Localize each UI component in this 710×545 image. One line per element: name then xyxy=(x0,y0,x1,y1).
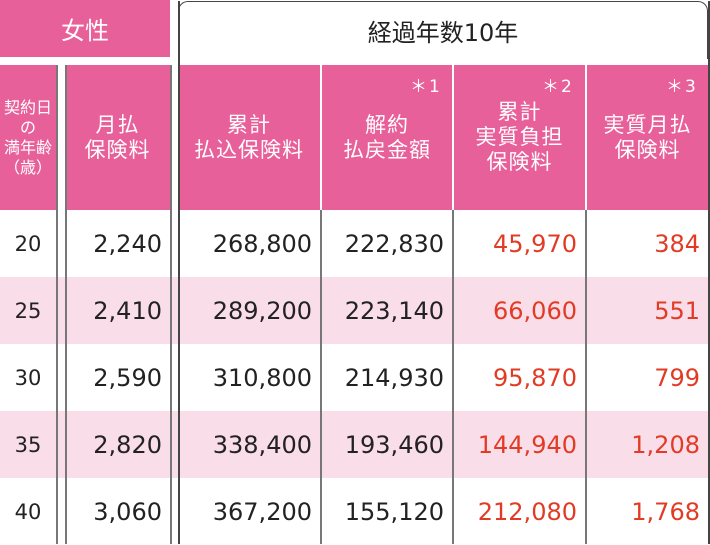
column-divider xyxy=(170,65,172,544)
monthly-header-line2: 保険料 xyxy=(84,137,151,162)
column-divider xyxy=(585,210,587,544)
age-header-line1: 契約日 xyxy=(3,97,52,117)
cell-surrender: 214,930 xyxy=(344,363,444,392)
column-divider xyxy=(65,65,67,544)
cell-surrender: 223,140 xyxy=(344,296,444,325)
net-burden-header-line3: 保険料 xyxy=(486,150,553,174)
cell-net-burden: 95,870 xyxy=(493,363,577,392)
cell-surrender: 193,460 xyxy=(344,430,444,459)
col-header-net-burden: 累計 実質負担 保険料 xyxy=(454,65,585,210)
cell-total-paid: 268,800 xyxy=(212,229,312,258)
mark-2: ＊2 xyxy=(542,77,574,97)
column-divider xyxy=(452,210,454,544)
total-paid-header-line1: 累計 xyxy=(227,112,271,137)
cell-monthly: 2,410 xyxy=(93,296,162,325)
col-header-age: 契約日 の 満年齢 （歳） xyxy=(0,65,56,210)
cell-monthly: 3,060 xyxy=(93,497,162,526)
cell-age: 20 xyxy=(14,231,42,256)
period-header: 経過年数10年 xyxy=(178,1,708,59)
cell-net-burden: 66,060 xyxy=(493,296,577,325)
cell-net-monthly: 1,208 xyxy=(631,430,700,459)
row-background xyxy=(0,411,710,478)
col-header-total-paid: 累計 払込保険料 xyxy=(178,65,320,210)
net-burden-header-line1: 累計 xyxy=(497,100,542,124)
cell-net-burden: 144,940 xyxy=(477,430,577,459)
cell-net-monthly: 799 xyxy=(654,363,700,392)
cell-surrender: 155,120 xyxy=(344,497,444,526)
total-paid-header-line2: 払込保険料 xyxy=(194,137,304,162)
monthly-header-line1: 月払 xyxy=(95,112,140,137)
cell-surrender: 222,830 xyxy=(344,229,444,258)
net-burden-header-line2: 実質負担 xyxy=(475,125,564,149)
net-monthly-header-line2: 保険料 xyxy=(614,137,681,162)
net-monthly-header-line1: 実質月払 xyxy=(603,112,692,137)
gender-label-text: 女性 xyxy=(61,17,109,45)
gender-label: 女性 xyxy=(0,0,170,57)
cell-age: 40 xyxy=(14,499,42,524)
col-header-surrender: 解約 払戻金額 xyxy=(322,65,452,210)
header-separator xyxy=(585,65,587,210)
cell-age: 25 xyxy=(14,298,42,323)
cell-monthly: 2,240 xyxy=(93,229,162,258)
column-divider xyxy=(320,210,322,544)
period-header-text: 経過年数10年 xyxy=(367,19,519,47)
column-divider xyxy=(708,1,710,544)
header-separator xyxy=(452,65,454,210)
cell-total-paid: 338,400 xyxy=(212,430,312,459)
right-header-block xyxy=(178,65,708,210)
header-separator xyxy=(320,65,322,210)
cell-monthly: 2,590 xyxy=(93,363,162,392)
cell-total-paid: 289,200 xyxy=(212,296,312,325)
surrender-header-line2: 払戻金額 xyxy=(343,137,431,162)
cell-age: 35 xyxy=(14,432,42,457)
row-background xyxy=(0,277,710,344)
col-header-monthly: 月払 保険料 xyxy=(65,65,170,210)
column-divider xyxy=(178,1,180,544)
col-header-net-monthly: 実質月払 保険料 xyxy=(587,65,708,210)
cell-net-monthly: 384 xyxy=(654,229,700,258)
cell-monthly: 2,820 xyxy=(93,430,162,459)
cell-net-monthly: 551 xyxy=(654,296,700,325)
mark-3: ＊3 xyxy=(666,77,698,97)
mark-1: ＊1 xyxy=(410,77,442,97)
cell-total-paid: 310,800 xyxy=(212,363,312,392)
age-header-line4: （歳） xyxy=(3,157,52,177)
column-divider xyxy=(56,65,58,544)
cell-age: 30 xyxy=(14,365,42,390)
age-header-line2: の xyxy=(19,117,36,137)
surrender-header-line1: 解約 xyxy=(365,112,409,137)
cell-total-paid: 367,200 xyxy=(212,497,312,526)
cell-net-monthly: 1,768 xyxy=(631,497,700,526)
cell-net-burden: 212,080 xyxy=(477,497,577,526)
cell-net-burden: 45,970 xyxy=(493,229,577,258)
age-header-line3: 満年齢 xyxy=(3,137,52,157)
